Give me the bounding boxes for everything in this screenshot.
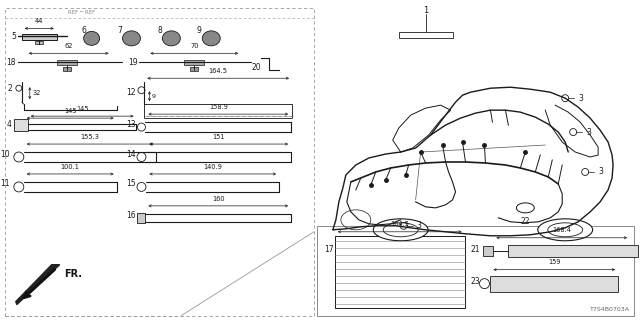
Text: 1: 1 xyxy=(423,6,428,15)
Text: 11: 11 xyxy=(1,180,10,188)
Text: 9: 9 xyxy=(197,26,202,35)
Bar xyxy=(508,245,638,257)
Bar xyxy=(138,213,145,223)
Text: 62: 62 xyxy=(65,43,73,49)
Ellipse shape xyxy=(383,223,418,237)
Bar xyxy=(145,104,292,118)
Ellipse shape xyxy=(516,203,534,213)
Text: 12: 12 xyxy=(126,88,136,97)
Text: 16: 16 xyxy=(126,211,136,220)
Bar xyxy=(5,8,314,316)
Text: 3: 3 xyxy=(578,94,583,103)
Bar xyxy=(14,119,28,131)
Text: 22: 22 xyxy=(520,217,530,226)
Ellipse shape xyxy=(373,219,428,241)
Bar xyxy=(317,226,634,316)
Bar xyxy=(35,41,43,44)
Text: 3: 3 xyxy=(417,221,422,230)
Text: 164.5: 164.5 xyxy=(390,221,409,227)
Text: 9: 9 xyxy=(152,94,156,99)
Text: 4: 4 xyxy=(7,120,12,129)
Bar xyxy=(483,246,493,256)
Text: 70: 70 xyxy=(190,43,198,49)
Bar xyxy=(184,60,204,65)
Text: 10: 10 xyxy=(0,149,10,158)
Bar xyxy=(145,104,292,116)
Text: 13: 13 xyxy=(126,120,136,129)
Text: 100.1: 100.1 xyxy=(61,164,79,170)
Text: 140.9: 140.9 xyxy=(204,164,222,170)
Polygon shape xyxy=(16,265,60,305)
Text: 155.3: 155.3 xyxy=(81,134,100,140)
Text: 158.9: 158.9 xyxy=(209,104,228,110)
Text: 6: 6 xyxy=(81,26,86,35)
Text: 19: 19 xyxy=(128,58,138,67)
Text: 5: 5 xyxy=(11,32,16,41)
Text: 15: 15 xyxy=(126,180,136,188)
Ellipse shape xyxy=(163,31,180,46)
Ellipse shape xyxy=(548,223,582,237)
Ellipse shape xyxy=(84,31,100,45)
Text: 20: 20 xyxy=(252,63,261,72)
Bar xyxy=(57,60,77,65)
Text: 8: 8 xyxy=(157,26,162,35)
Text: 160: 160 xyxy=(212,196,225,202)
Bar xyxy=(335,236,465,308)
Text: 23: 23 xyxy=(470,277,480,286)
Text: FR.: FR. xyxy=(64,269,82,279)
Text: 3: 3 xyxy=(598,167,603,176)
Text: 3: 3 xyxy=(586,128,591,137)
Text: 21: 21 xyxy=(470,245,480,254)
Ellipse shape xyxy=(538,219,593,241)
Text: 164.5: 164.5 xyxy=(209,68,228,74)
Ellipse shape xyxy=(122,31,140,46)
Text: 17: 17 xyxy=(324,245,333,254)
Text: 159: 159 xyxy=(548,259,561,265)
Text: 18: 18 xyxy=(6,58,16,67)
Text: 7: 7 xyxy=(117,26,122,35)
Text: T7S4B0703A: T7S4B0703A xyxy=(590,307,630,312)
Ellipse shape xyxy=(202,31,220,46)
Text: 14: 14 xyxy=(126,149,136,158)
Text: 151: 151 xyxy=(212,134,225,140)
Text: 145: 145 xyxy=(64,108,76,114)
Text: 2: 2 xyxy=(7,84,12,93)
Bar xyxy=(22,34,57,40)
Text: 44: 44 xyxy=(35,18,44,24)
Text: 32: 32 xyxy=(33,90,41,96)
Bar xyxy=(190,67,198,71)
Text: 168.4: 168.4 xyxy=(552,227,572,233)
Bar xyxy=(63,67,70,71)
Text: REF ─ REF: REF ─ REF xyxy=(68,10,95,15)
Bar xyxy=(490,276,618,292)
Bar xyxy=(399,32,452,38)
Text: 145: 145 xyxy=(76,106,88,112)
